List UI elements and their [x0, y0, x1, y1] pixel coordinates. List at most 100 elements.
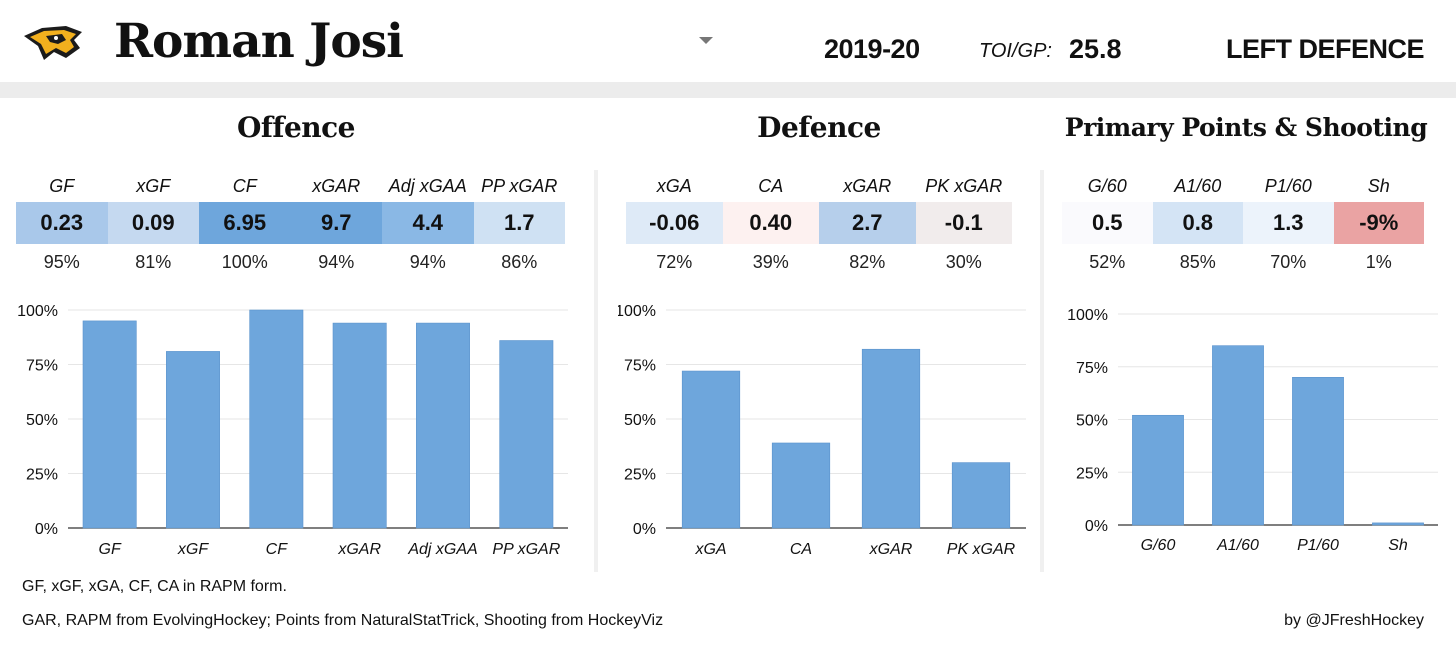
- player-name: Roman Josi: [114, 14, 404, 69]
- stat-value: 0.5: [1062, 202, 1153, 244]
- bar: [249, 309, 304, 529]
- stat-value: 0.23: [16, 202, 108, 244]
- y-tick-label: 25%: [624, 467, 656, 484]
- stat-percentile: 94%: [318, 252, 355, 272]
- bar: [861, 348, 921, 529]
- bar: [681, 370, 741, 529]
- bar: [499, 340, 554, 529]
- stat-value: 9.7: [290, 202, 382, 244]
- toi-value: 25.8: [1069, 34, 1122, 64]
- stat-header: G/60: [1087, 176, 1127, 196]
- stat-percentile: 1%: [1365, 252, 1392, 272]
- section-divider: [1040, 170, 1044, 572]
- x-tick-label: Sh: [1388, 537, 1408, 554]
- stat-percentile: 82%: [849, 252, 886, 272]
- stat-value: 4.4: [382, 202, 474, 244]
- stat-percentile: 52%: [1089, 252, 1126, 272]
- stat-percentile: 30%: [945, 252, 982, 272]
- bar: [1292, 377, 1344, 526]
- y-tick-label: 25%: [26, 467, 58, 484]
- player-dropdown-icon[interactable]: [699, 37, 713, 44]
- x-tick-label: xGF: [177, 541, 209, 558]
- stat-header: Sh: [1367, 176, 1390, 196]
- section-title-points-shooting: Primary Points & Shooting: [1064, 113, 1428, 142]
- stat-value: 0.09: [107, 202, 199, 244]
- header-band: [0, 82, 1456, 98]
- stat-header: CF: [232, 176, 257, 196]
- x-tick-label: CF: [266, 541, 289, 558]
- stat-percentile: 81%: [135, 252, 172, 272]
- stat-header: xGA: [656, 176, 692, 196]
- y-tick-label: 100%: [17, 303, 58, 320]
- season-label: 2019-20: [824, 34, 920, 64]
- defence-chart: 0% 25% 50% 75% 100% xGA CA xGAR PK xGAR: [618, 303, 1026, 558]
- stat-header: xGAR: [843, 176, 892, 196]
- stat-value: -0.06: [626, 202, 723, 244]
- y-tick-label: 50%: [1076, 413, 1108, 430]
- stat-value: 6.95: [199, 202, 291, 244]
- stat-value: 1.7: [473, 202, 565, 244]
- footnote-rapm: GF, xGF, xGA, CF, CA in RAPM form.: [22, 578, 287, 595]
- bar: [951, 462, 1011, 529]
- offence-chart: 0% 25% 50% 75% 100% GF xGF CF xGAR Adj xGAA PP xGA…: [17, 303, 568, 558]
- author-credit: by @JFreshHockey: [1284, 612, 1424, 629]
- x-tick-label: xGAR: [337, 541, 381, 558]
- x-tick-label: CA: [790, 541, 812, 558]
- stat-header: xGF: [136, 176, 171, 196]
- page-header: Roman Josi 2019-20 TOI/GP: 25.8 LEFT DEF…: [0, 0, 1456, 82]
- stat-header: A1/60: [1174, 176, 1222, 196]
- stat-percentile: 86%: [501, 252, 538, 272]
- section-title-defence: Defence: [757, 111, 881, 144]
- stat-header: Adj xGAA: [388, 176, 467, 196]
- y-tick-label: 50%: [26, 412, 58, 429]
- stat-percentile: 72%: [656, 252, 693, 272]
- x-tick-label: xGA: [694, 541, 726, 558]
- x-tick-label: A1/60: [1216, 537, 1259, 554]
- stat-header: P1/60: [1264, 176, 1312, 196]
- stat-value: 2.7: [819, 202, 916, 244]
- stat-header: GF: [49, 176, 75, 196]
- y-tick-label: 100%: [618, 303, 656, 320]
- y-tick-label: 0%: [633, 521, 656, 538]
- stat-percentile: 39%: [752, 252, 789, 272]
- stat-header: PK xGAR: [925, 176, 1003, 196]
- toi-label: TOI/GP:: [979, 40, 1052, 62]
- y-tick-label: 0%: [35, 521, 58, 538]
- stat-value: 1.3: [1243, 202, 1334, 244]
- bar: [166, 351, 220, 529]
- y-tick-label: 25%: [1076, 465, 1108, 482]
- stat-header: CA: [758, 176, 784, 196]
- x-tick-label: G/60: [1141, 537, 1176, 554]
- stat-value: 0.40: [722, 202, 819, 244]
- stat-value: -9%: [1333, 202, 1424, 244]
- bar: [332, 322, 387, 529]
- footnote-sources: GAR, RAPM from EvolvingHockey; Points fr…: [22, 612, 664, 629]
- stat-value: -0.1: [915, 202, 1012, 244]
- bar: [416, 322, 470, 529]
- stat-value: 0.8: [1152, 202, 1243, 244]
- y-tick-label: 100%: [1067, 307, 1108, 324]
- stat-header: PP xGAR: [481, 176, 558, 196]
- points-shooting-chart: 0% 25% 50% 75% 100% G/60 A1/60 P1/60 Sh: [1067, 307, 1438, 554]
- y-tick-label: 75%: [26, 358, 58, 375]
- stat-percentile: 94%: [409, 252, 446, 272]
- bar: [771, 442, 831, 529]
- y-tick-label: 75%: [1076, 360, 1108, 377]
- x-tick-label: Adj xGAA: [407, 541, 477, 558]
- stat-percentile: 95%: [43, 252, 80, 272]
- x-tick-label: xGAR: [869, 541, 913, 558]
- y-tick-label: 0%: [1085, 518, 1108, 535]
- x-tick-label: GF: [99, 541, 122, 558]
- stat-header: xGAR: [312, 176, 361, 196]
- x-tick-label: PK xGAR: [947, 541, 1016, 558]
- bar: [1372, 522, 1424, 526]
- stat-percentile: 100%: [221, 252, 268, 272]
- x-tick-label: PP xGAR: [492, 541, 560, 558]
- bar: [1132, 414, 1184, 526]
- position-label: LEFT DEFENCE: [1225, 34, 1425, 64]
- section-divider: [594, 170, 598, 572]
- predators-logo-icon: [24, 26, 82, 60]
- stat-percentile: 85%: [1179, 252, 1216, 272]
- bar: [82, 320, 137, 529]
- section-title-offence: Offence: [236, 111, 356, 144]
